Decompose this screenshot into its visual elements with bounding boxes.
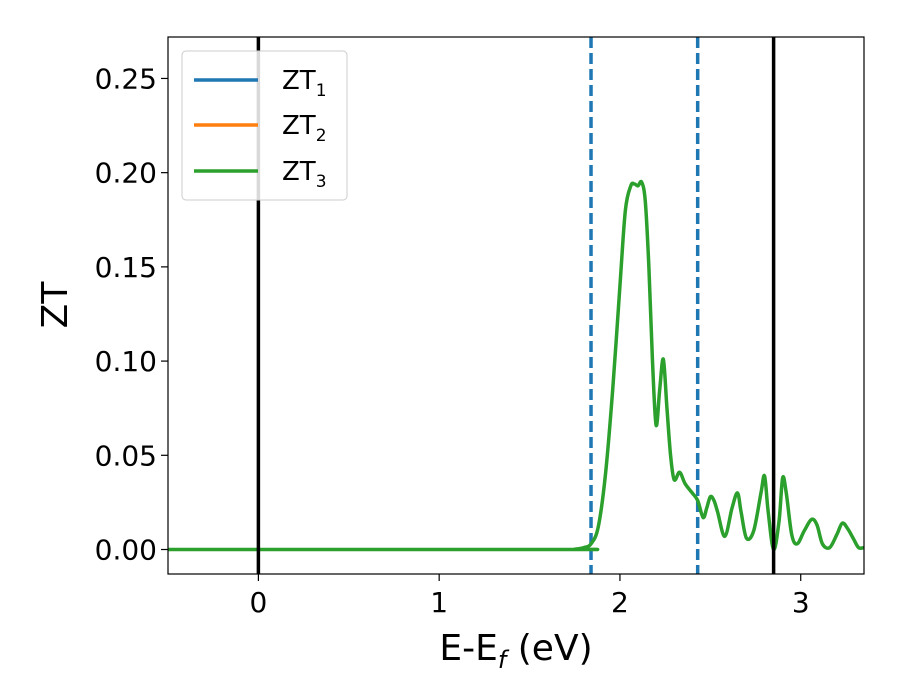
legend-label-zt3: ZT3 [282, 157, 327, 192]
y-axis-label: ZT [35, 281, 76, 329]
y-tick-label-3: 0.15 [95, 251, 157, 284]
x-tick-label-0: 0 [249, 586, 267, 619]
legend: ZT1 ZT2 ZT3 [181, 50, 348, 201]
x-axis-label: E-Ef (eV) [439, 628, 592, 674]
y-tick-label-2: 0.10 [95, 345, 157, 378]
x-tick-label-2: 2 [611, 586, 629, 619]
legend-box [181, 50, 348, 201]
x-axis-label-unit: (eV) [506, 628, 592, 669]
x-tick-label-3: 3 [792, 586, 810, 619]
y-tick-label-5: 0.25 [95, 62, 157, 95]
legend-label-zt2: ZT2 [282, 111, 327, 146]
legend-label-zt1: ZT1 [282, 66, 327, 101]
series-line-zt3 [167, 179, 865, 552]
x-axis-label-main: E-E [439, 628, 497, 669]
axis-ticks: 0 1 2 3 0.00 0.05 0.10 0.15 0.20 0.25 [95, 62, 810, 619]
y-tick-label-0: 0.00 [95, 534, 157, 567]
x-tick-label-1: 1 [430, 586, 448, 619]
plot-frame [167, 36, 865, 575]
y-tick-label-4: 0.20 [95, 157, 157, 190]
y-tick-label-1: 0.05 [95, 439, 157, 472]
